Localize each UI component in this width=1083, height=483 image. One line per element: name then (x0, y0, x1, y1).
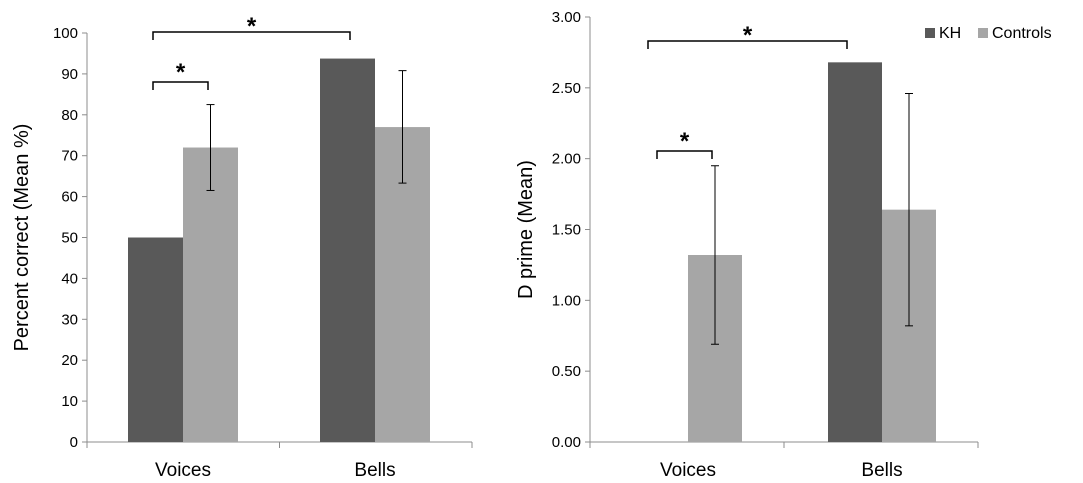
legend-swatch-kh (925, 28, 935, 38)
y-tick-label: 40 (61, 270, 78, 287)
bar-controls-voices (183, 147, 238, 442)
y-tick-label: 0 (70, 434, 78, 451)
y-tick-label: 90 (61, 66, 78, 83)
significance-star: * (743, 22, 753, 49)
y-axis-title: Percent correct (Mean %) (11, 124, 33, 352)
x-category-label: Bells (354, 460, 395, 481)
y-axis-title: D prime (Mean) (515, 160, 537, 299)
y-tick-label: 0.50 (552, 363, 581, 380)
y-tick-label: 1.50 (552, 222, 581, 239)
y-tick-label: 3.00 (552, 9, 581, 26)
d-prime-chart: 0.00 0.50 1.00 1.50 2.00 2.50 3.00 Voices Bells D… (515, 9, 1052, 481)
y-tick-label: 70 (61, 148, 78, 165)
x-category-label: Voices (660, 460, 716, 481)
y-tick-label: 1.00 (552, 292, 581, 309)
significance-star: * (247, 13, 257, 40)
percent-correct-chart: 0 10 20 30 40 50 60 70 80 90 100 Voices Bells Percent… (11, 13, 473, 481)
significance-star: * (176, 59, 186, 86)
legend-label-controls: Controls (992, 25, 1052, 42)
y-tick-label: 30 (61, 311, 78, 328)
significance-bracket (152, 81, 209, 90)
x-category-label: Voices (155, 460, 211, 481)
y-tick-label: 2.50 (552, 80, 581, 97)
y-tick-label: 2.00 (552, 151, 581, 168)
y-tick-label: 50 (61, 230, 78, 247)
significance-bracket (656, 150, 713, 159)
significance-bracket (152, 31, 351, 40)
y-tick-label: 60 (61, 189, 78, 206)
x-category-label: Bells (861, 460, 902, 481)
y-tick-label: 100 (53, 25, 78, 42)
bar-kh-bells (320, 58, 375, 442)
y-tick-label: 80 (61, 107, 78, 124)
y-tick-label: 10 (61, 393, 78, 410)
y-tick-label: 0.00 (552, 434, 581, 451)
bar-kh-voices (128, 237, 183, 442)
legend-label-kh: KH (939, 25, 961, 42)
significance-star: * (680, 128, 690, 155)
bar-kh-bells (828, 62, 882, 442)
significance-bracket (647, 40, 848, 49)
y-tick-label: 20 (61, 352, 78, 369)
legend-swatch-controls (978, 28, 988, 38)
